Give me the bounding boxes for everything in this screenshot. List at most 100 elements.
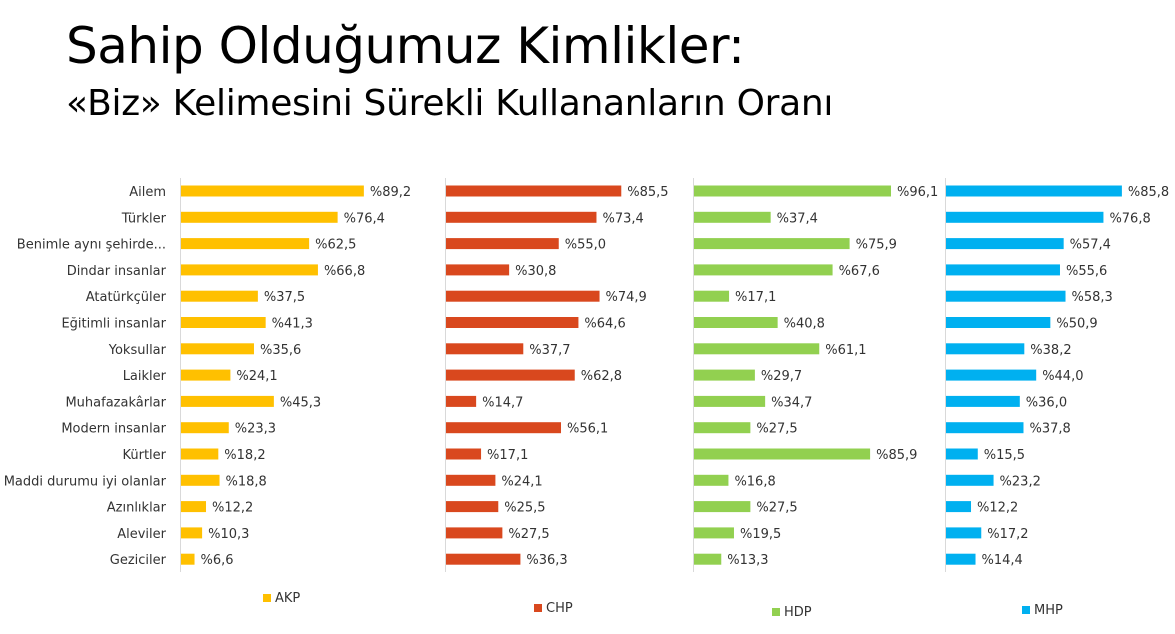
bar-hdp: [694, 553, 722, 565]
bar-akp: [181, 501, 207, 513]
data-label: %38,2: [1030, 343, 1071, 358]
bar-hdp: [694, 474, 729, 486]
bar-hdp: [694, 211, 771, 223]
data-label: %29,7: [761, 369, 802, 384]
data-label: %56,1: [567, 422, 608, 437]
data-label: %12,2: [212, 501, 253, 516]
data-label: %18,2: [224, 448, 265, 463]
data-label: %37,5: [264, 290, 305, 305]
bar-hdp: [694, 527, 734, 539]
bar-akp: [181, 264, 318, 276]
data-label: %89,2: [370, 185, 411, 200]
data-label: %25,5: [504, 501, 545, 516]
data-label: %64,6: [584, 317, 625, 332]
bar-mhp: [946, 527, 982, 539]
bar-hdp: [694, 317, 778, 328]
data-label: %14,4: [982, 553, 1023, 568]
legend-label: CHP: [546, 601, 573, 616]
bar-chp: [446, 395, 477, 407]
data-label: %75,9: [856, 238, 897, 253]
bar-mhp: [946, 422, 1024, 434]
category-label: Ailem: [129, 185, 166, 200]
data-label: %76,8: [1109, 211, 1150, 226]
legend-label: HDP: [784, 605, 812, 620]
data-label: %27,5: [508, 527, 549, 542]
data-label: %24,1: [501, 474, 542, 489]
bar-hdp: [694, 238, 850, 250]
bar-mhp: [946, 343, 1025, 355]
data-label: %67,6: [839, 264, 880, 279]
page-subtitle: «Biz» Kelimesini Sürekli Kullananların O…: [66, 83, 834, 124]
data-label: %41,3: [272, 317, 313, 332]
bar-akp: [181, 238, 310, 250]
category-label: Türkler: [121, 211, 167, 226]
data-label: %30,8: [515, 264, 556, 279]
bar-akp: [181, 185, 364, 197]
legend-label: AKP: [275, 591, 300, 606]
category-label: Yoksullar: [108, 343, 167, 358]
data-label: %27,5: [756, 501, 797, 516]
data-label: %19,5: [740, 527, 781, 542]
category-label: Geziciler: [110, 553, 167, 568]
bar-mhp: [946, 474, 994, 486]
bar-akp: [181, 211, 338, 223]
data-label: %44,0: [1042, 369, 1083, 384]
bar-akp: [181, 474, 220, 486]
data-label: %14,7: [482, 395, 523, 410]
data-label: %55,0: [565, 238, 606, 253]
page-title: Sahip Olduğumuz Kimlikler:: [66, 17, 745, 75]
bar-hdp: [694, 185, 892, 197]
bar-akp: [181, 369, 231, 381]
bar-chp: [446, 553, 521, 565]
bar-hdp: [694, 264, 833, 276]
bar-chp: [446, 448, 482, 460]
bar-hdp: [694, 422, 751, 434]
bar-chp: [446, 211, 597, 223]
data-label: %58,3: [1072, 290, 1113, 305]
bar-akp: [181, 343, 254, 355]
bar-mhp: [946, 238, 1064, 250]
data-label: %17,1: [735, 290, 776, 305]
bar-akp: [181, 448, 219, 460]
data-label: %76,4: [344, 211, 385, 226]
data-label: %13,3: [727, 553, 768, 568]
bar-mhp: [946, 553, 976, 565]
category-label: Azınlıklar: [107, 501, 167, 516]
data-label: %36,0: [1026, 395, 1067, 410]
bar-chp: [446, 343, 524, 355]
data-label: %17,2: [987, 527, 1028, 542]
data-label: %23,2: [1000, 474, 1041, 489]
bar-mhp: [946, 317, 1051, 328]
bar-mhp: [946, 448, 978, 460]
data-label: %12,2: [977, 501, 1018, 516]
bar-akp: [181, 553, 195, 565]
data-label: %27,5: [756, 422, 797, 437]
bar-mhp: [946, 501, 972, 513]
bar-chp: [446, 185, 622, 197]
data-label: %62,5: [315, 238, 356, 253]
bar-hdp: [694, 501, 751, 513]
bar-mhp: [946, 395, 1020, 407]
data-label: %34,7: [771, 395, 812, 410]
data-label: %17,1: [487, 448, 528, 463]
data-label: %55,6: [1066, 264, 1107, 279]
data-label: %85,8: [1128, 185, 1169, 200]
bar-akp: [181, 290, 258, 302]
bar-chp: [446, 238, 559, 250]
data-label: %50,9: [1056, 317, 1097, 332]
bar-chp: [446, 527, 503, 539]
data-label: %85,5: [627, 185, 668, 200]
data-label: %61,1: [825, 343, 866, 358]
category-label: Atatürkçüler: [86, 290, 167, 305]
category-label: Laikler: [123, 369, 167, 384]
category-label: Modern insanlar: [61, 422, 166, 437]
legend-swatch: [263, 594, 271, 602]
category-label: Kürtler: [122, 448, 166, 463]
data-label: %18,8: [226, 474, 267, 489]
bar-chp: [446, 290, 600, 302]
legend-swatch: [534, 604, 542, 612]
bar-mhp: [946, 264, 1060, 276]
bar-akp: [181, 395, 274, 407]
bar-mhp: [946, 211, 1104, 223]
